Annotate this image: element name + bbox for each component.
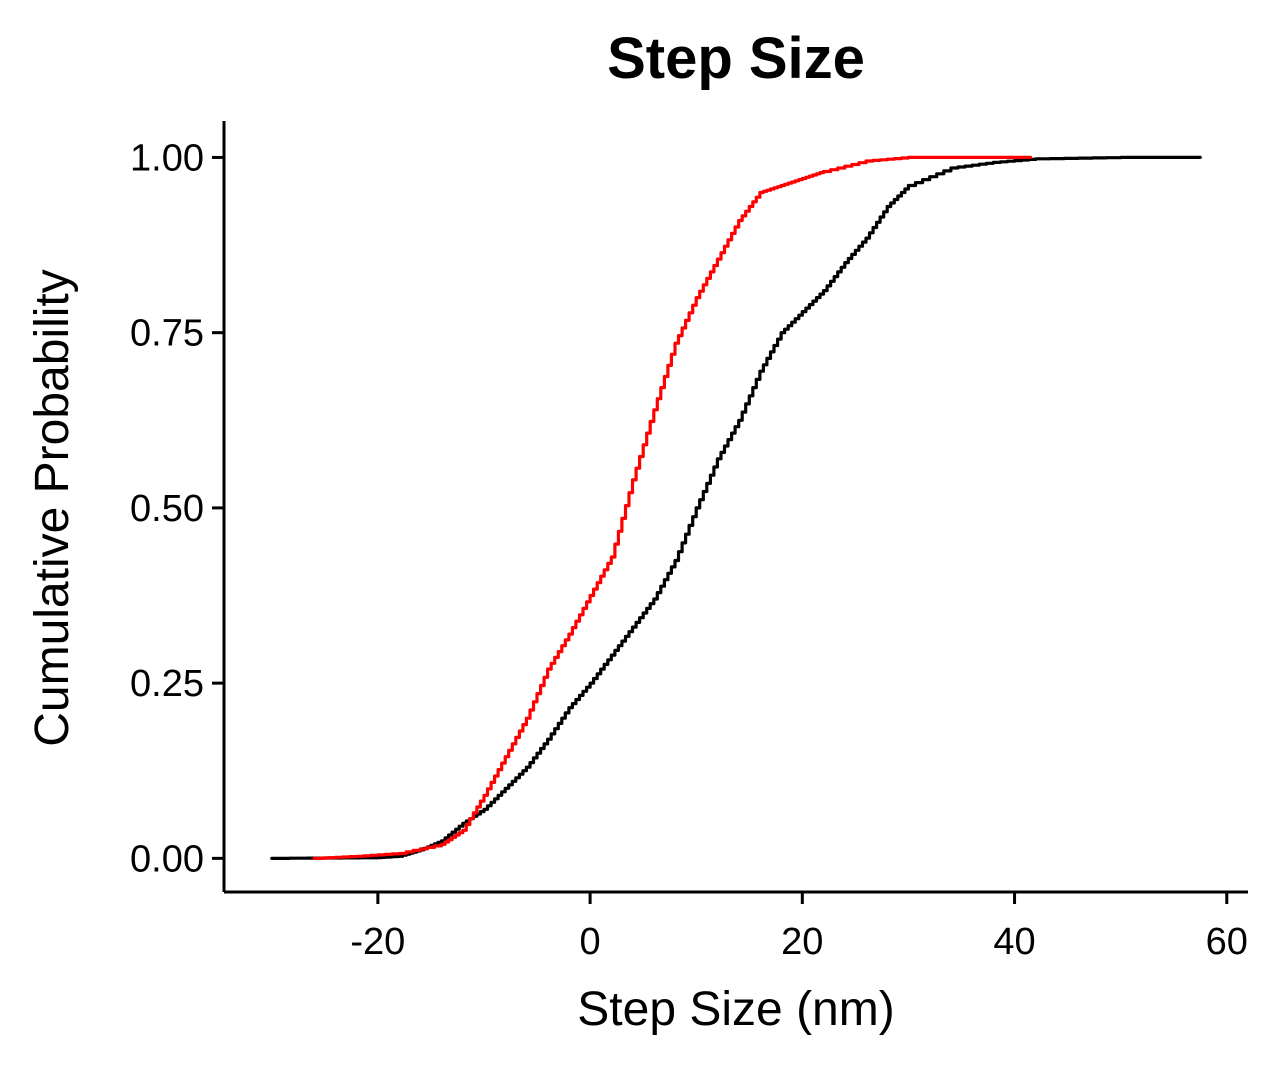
series-lines (270, 155, 1202, 860)
y-tick-label: 0.25 (130, 663, 204, 705)
y-tick-label: 1.00 (130, 137, 204, 179)
y-axis-label: Cumulative Probability (26, 269, 79, 747)
y-axis-ticks: 0.00 0.25 0.50 0.75 1.00 (130, 137, 224, 880)
chart-title: Step Size (607, 26, 865, 91)
x-tick-label: -20 (350, 921, 405, 963)
y-tick-label: 0.00 (130, 838, 204, 880)
x-axis-label: Step Size (nm) (577, 983, 894, 1036)
y-tick-label: 0.50 (130, 488, 204, 530)
series-line-black (270, 155, 1202, 860)
series-line-red (312, 155, 1033, 860)
x-tick-label: 0 (580, 921, 601, 963)
x-tick-label: 60 (1206, 921, 1248, 963)
x-tick-label: 40 (993, 921, 1035, 963)
y-tick-label: 0.75 (130, 313, 204, 355)
x-axis-ticks: -20 0 20 40 60 (350, 892, 1248, 963)
x-tick-label: 20 (781, 921, 823, 963)
